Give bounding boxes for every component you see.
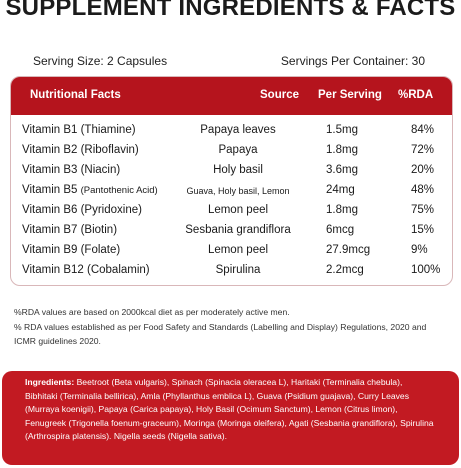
per-serving-cell: 27.9mcg (326, 244, 371, 256)
table-row: Vitamin B5 (Pantothenic Acid) Guava, Hol… (11, 182, 452, 202)
ingredients-label: Ingredients: (25, 377, 75, 387)
header-per-serving: Per Serving (318, 89, 382, 101)
per-serving-cell: 6mcg (326, 224, 355, 236)
source-cell: Papaya leaves (200, 124, 276, 136)
rda-cell: 9% (411, 244, 428, 256)
table-header: Nutritional Facts Source Per Serving %RD… (11, 77, 452, 115)
facts-table: Nutritional Facts Source Per Serving %RD… (10, 76, 453, 286)
source-cell: Holy basil (213, 164, 263, 176)
vitamin-label: Vitamin B1 (Thiamine) (22, 124, 136, 136)
rda-cell: 75% (411, 204, 435, 216)
rda-note-1: %RDA values are based on 2000kcal diet a… (14, 307, 290, 317)
ingredients-list: Beetroot (Beta vulgaris), Spinach (Spina… (25, 377, 434, 442)
table-row: Vitamin B9 (Folate) Lemon peel 27.9mcg 9… (11, 242, 452, 262)
vitamin-name: Vitamin B3 (Niacin) (22, 164, 120, 176)
per-serving-cell: 1.8mg (326, 144, 358, 156)
page-title: SUPPLEMENT INGREDIENTS & FACTS (5, 0, 456, 21)
rda-cell: 20% (411, 164, 435, 176)
table-row: Vitamin B12 (Cobalamin) Spirulina 2.2mcg… (11, 262, 452, 282)
table-row: Vitamin B7 (Biotin) Sesbania grandiflora… (11, 222, 452, 242)
vitamin-name: Vitamin B6 (Pyridoxine) (22, 204, 142, 216)
header-source: Source (260, 89, 299, 101)
ingredients-text: Ingredients: Beetroot (Beta vulgaris), S… (25, 376, 435, 444)
vitamin-name: Vitamin B12 (Cobalamin) (22, 264, 150, 276)
source-cell: Lemon peel (207, 244, 269, 256)
source-cell: Lemon peel (207, 204, 269, 216)
vitamin-name: Vitamin B5 (Pantothenic Acid) (22, 184, 158, 196)
vitamin-name: Vitamin B2 (Riboflavin) (22, 144, 139, 156)
per-serving-cell: 1.8mg (326, 204, 358, 216)
vitamin-label: Vitamin B3 (Niacin) (22, 164, 121, 176)
vitamin-label: Vitamin B12 (Cobalamin) (22, 264, 150, 276)
rda-cell: 100% (411, 264, 441, 276)
rda-cell: 84% (411, 124, 435, 136)
header-rda: %RDA (398, 89, 434, 101)
rda-cell: 72% (411, 144, 435, 156)
source-cell: Sesbania grandiflora (185, 224, 291, 236)
rda-cell: 15% (411, 224, 435, 236)
vitamin-sublabel: (Pantothenic Acid) (80, 185, 158, 196)
table-row: Vitamin B1 (Thiamine) Papaya leaves 1.5m… (11, 122, 452, 142)
serving-info: Serving Size: 2 Capsules Servings Per Co… (33, 54, 425, 68)
table-row: Vitamin B3 (Niacin) Holy basil 3.6mg 20% (11, 162, 452, 182)
per-serving-cell: 24mg (326, 184, 355, 196)
rda-cell: 48% (411, 184, 435, 196)
source-cell: Guava, Holy basil, Lemon (186, 186, 290, 196)
vitamin-label: Vitamin B9 (Folate) (22, 244, 121, 256)
table-row: Vitamin B6 (Pyridoxine) Lemon peel 1.8mg… (11, 202, 452, 222)
vitamin-name: Vitamin B1 (Thiamine) (22, 124, 136, 136)
vitamin-label: Vitamin B6 (Pyridoxine) (22, 204, 142, 216)
per-serving-cell: 3.6mg (326, 164, 358, 176)
vitamin-label: Vitamin B5 (22, 184, 78, 196)
source-cell: Spirulina (215, 264, 261, 276)
vitamin-name: Vitamin B7 (Biotin) (22, 224, 117, 236)
header-nutrition: Nutritional Facts (30, 89, 121, 101)
vitamin-name: Vitamin B9 (Folate) (22, 244, 120, 256)
per-serving-cell: 1.5mg (326, 124, 358, 136)
table-row: Vitamin B2 (Riboflavin) Papaya 1.8mg 72% (11, 142, 452, 162)
per-serving-cell: 2.2mcg (326, 264, 364, 276)
servings-per-container: Servings Per Container: 30 (280, 54, 425, 68)
vitamin-label: Vitamin B2 (Riboflavin) (22, 144, 139, 156)
vitamin-label: Vitamin B7 (Biotin) (22, 224, 118, 236)
serving-size: Serving Size: 2 Capsules (33, 54, 168, 68)
source-cell: Papaya (218, 144, 258, 156)
ingredients-panel (2, 371, 459, 465)
rda-note-2: % RDA values established as per Food Saf… (14, 322, 427, 346)
